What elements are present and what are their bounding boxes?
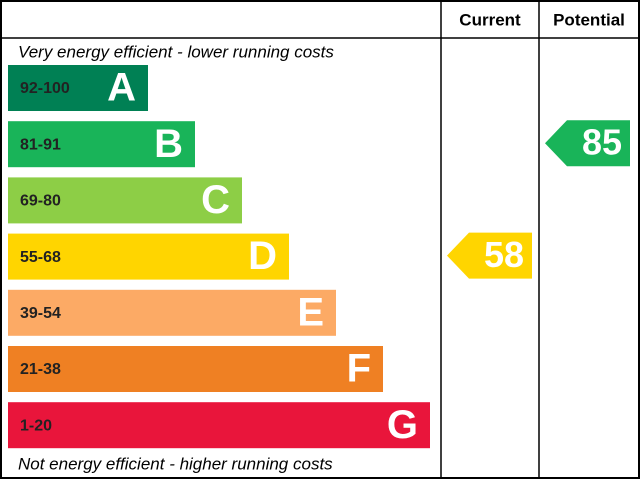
band-range: 92-100 [20,80,70,97]
band-range: 55-68 [20,249,61,266]
band-bar [8,233,289,280]
band-bar [8,346,383,392]
band-bar [8,121,195,168]
band-letter: G [387,403,418,447]
band-range: 39-54 [20,305,61,322]
band-letter: D [248,234,277,278]
band-bar [8,65,148,111]
band-range: 81-91 [20,136,61,153]
current-score: 58 [484,234,524,275]
potential-header: Potential [553,10,625,29]
band-bar [8,177,242,224]
bottom-note: Not energy efficient - higher running co… [18,454,333,473]
band-range: 1-20 [20,417,52,434]
current-arrow [447,232,532,279]
band-range: 21-38 [20,361,61,378]
band-letter: F [347,347,371,391]
top-note: Very energy efficient - lower running co… [18,42,334,61]
band-letter: B [154,122,183,166]
current-header: Current [459,10,521,29]
band-letter: C [201,178,230,222]
potential-arrow [545,120,630,167]
potential-score: 85 [582,122,622,163]
band-letter: E [297,290,324,334]
band-letter: A [107,66,136,110]
band-bar [8,289,336,336]
band-range: 69-80 [20,193,61,210]
band-bar [8,402,430,449]
